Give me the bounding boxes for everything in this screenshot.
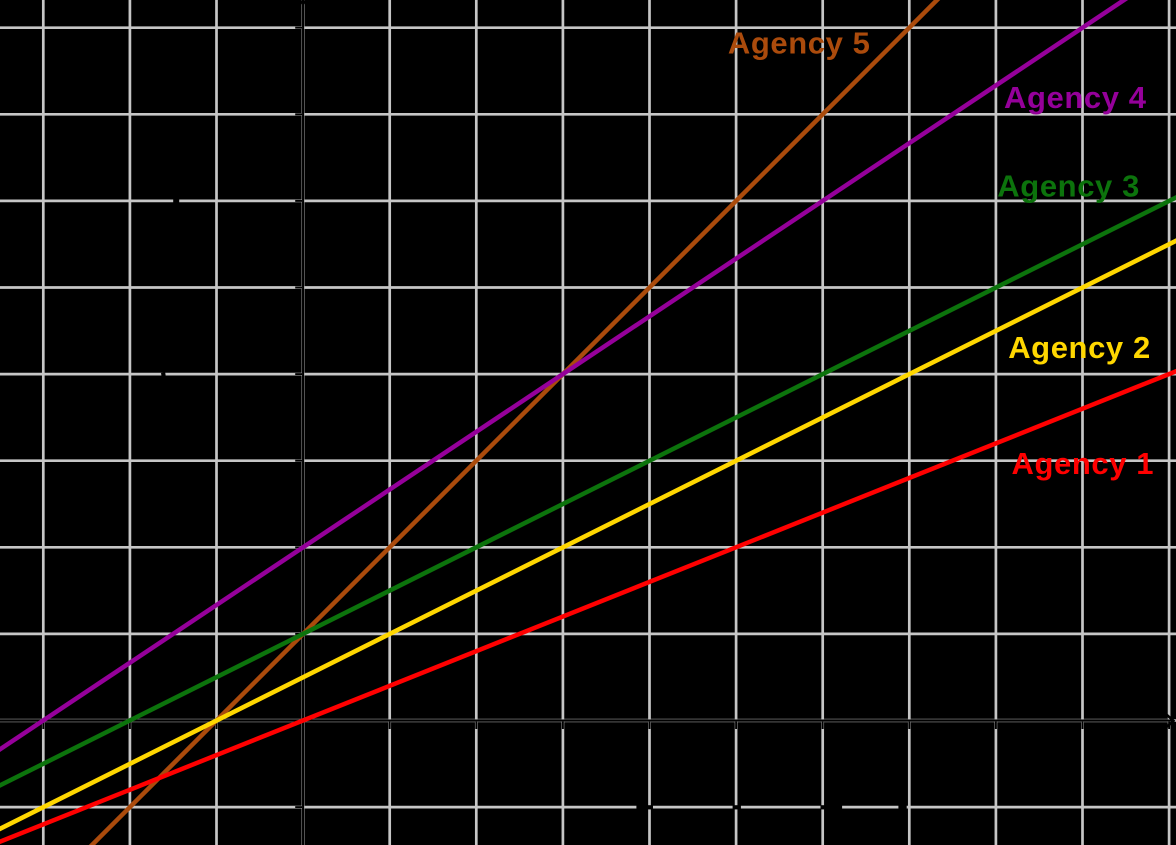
svg-text:Agency 2: Agency 2 [1008, 330, 1151, 365]
svg-text:Agency 5: Agency 5 [728, 26, 871, 61]
svg-text:Agency 4: Agency 4 [1004, 80, 1147, 115]
svg-text:Agency 3: Agency 3 [997, 169, 1140, 204]
svg-text:Agency 1: Agency 1 [1012, 446, 1155, 481]
